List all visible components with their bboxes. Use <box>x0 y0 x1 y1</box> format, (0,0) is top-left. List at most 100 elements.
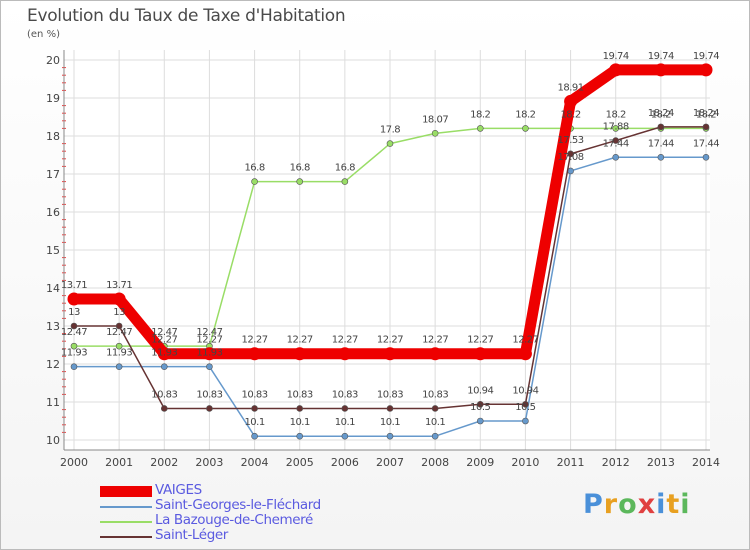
data-point <box>522 417 529 425</box>
data-label: 12.47 <box>196 327 222 338</box>
data-point <box>338 347 352 361</box>
data-label: 16.8 <box>335 163 355 174</box>
legend-label: La Bazouge-de-Chemeré <box>155 512 313 528</box>
data-label: 12.27 <box>512 335 538 346</box>
x-tick-label: 2005 <box>286 456 314 469</box>
data-point <box>699 63 713 77</box>
legend-swatch <box>100 486 152 497</box>
data-point <box>296 178 304 185</box>
data-label: 11.93 <box>151 348 177 359</box>
data-label: 13.71 <box>106 280 132 291</box>
data-label: 10.83 <box>377 389 403 400</box>
data-label: 10.83 <box>332 389 358 400</box>
y-tick-label: 11 <box>46 396 60 409</box>
data-point <box>476 417 484 425</box>
x-tick-label: 2008 <box>421 456 449 469</box>
data-label: 10.83 <box>242 389 268 400</box>
data-label: 12.27 <box>377 335 403 346</box>
legend-label: Saint-Léger <box>155 527 228 543</box>
data-point <box>202 347 216 361</box>
data-label: 10.1 <box>244 417 264 428</box>
data-point <box>428 347 442 361</box>
data-label: 13 <box>113 307 125 318</box>
data-point <box>654 63 668 77</box>
data-label: 12.27 <box>467 335 493 346</box>
data-label: 10.83 <box>422 389 448 400</box>
y-tick-label: 12 <box>46 358 60 371</box>
data-point <box>206 363 213 370</box>
data-label: 17.88 <box>603 122 629 133</box>
legend-swatch <box>100 521 152 523</box>
proxiti-logo: Proxiti <box>583 489 691 520</box>
data-label: 18.24 <box>693 108 719 119</box>
data-label: 10.5 <box>515 402 535 413</box>
data-label: 18.2 <box>470 109 490 120</box>
data-label: 19.74 <box>648 51 674 62</box>
data-label: 16.8 <box>290 163 310 174</box>
data-label: 13 <box>68 307 80 318</box>
data-point <box>206 405 213 412</box>
data-label: 17.53 <box>558 135 584 146</box>
data-point <box>564 94 578 108</box>
y-tick-label: 17 <box>46 168 60 181</box>
data-point <box>612 153 620 161</box>
data-label: 12.27 <box>151 335 177 346</box>
data-label: 10.83 <box>151 389 177 400</box>
data-point <box>612 137 620 144</box>
x-tick-label: 2012 <box>602 456 630 469</box>
data-label: 12.27 <box>287 335 313 346</box>
data-label: 19.74 <box>603 51 629 62</box>
data-label: 10.1 <box>425 417 445 428</box>
x-tick-label: 2009 <box>466 456 494 469</box>
y-tick-label: 13 <box>46 320 60 333</box>
data-point <box>341 432 349 440</box>
data-point <box>296 405 304 412</box>
data-point <box>160 405 168 412</box>
data-point <box>431 432 439 440</box>
data-label: 17.44 <box>603 138 629 149</box>
data-point <box>296 432 304 440</box>
data-point <box>383 347 397 361</box>
data-point <box>115 322 123 330</box>
x-tick-label: 2000 <box>60 456 88 469</box>
data-point <box>522 125 529 132</box>
data-point <box>115 342 123 350</box>
data-point <box>386 432 394 440</box>
y-tick-label: 15 <box>46 244 60 257</box>
chart-title: Evolution du Taux de Taxe d'Habitation <box>27 6 346 26</box>
data-label: 12.27 <box>242 335 268 346</box>
data-label: 18.2 <box>515 109 535 120</box>
data-label: 10.83 <box>196 389 222 400</box>
data-point <box>473 347 487 361</box>
data-point <box>609 63 623 77</box>
data-point <box>160 363 168 370</box>
data-label: 10.1 <box>335 417 355 428</box>
data-point <box>157 347 171 361</box>
y-tick-label: 20 <box>46 54 60 67</box>
x-tick-label: 2013 <box>647 456 675 469</box>
y-tick-label: 19 <box>46 92 60 105</box>
data-label: 17.08 <box>558 152 584 163</box>
x-tick-label: 2004 <box>241 456 269 469</box>
data-label: 18.24 <box>648 108 674 119</box>
data-label: 12.47 <box>151 327 177 338</box>
data-point <box>522 400 529 408</box>
data-label: 18.2 <box>651 109 671 120</box>
x-tick-label: 2014 <box>692 456 720 469</box>
x-tick-label: 2006 <box>331 456 359 469</box>
x-tick-label: 2002 <box>150 456 178 469</box>
data-label: 11.93 <box>196 348 222 359</box>
data-label: 10.94 <box>512 385 538 396</box>
x-tick-label: 2007 <box>376 456 404 469</box>
data-label: 16.8 <box>244 163 264 174</box>
data-label: 18.91 <box>558 82 584 93</box>
data-point <box>567 150 574 158</box>
data-point <box>476 400 484 408</box>
data-point <box>70 342 78 350</box>
data-point <box>67 292 81 306</box>
legend-label: VAIGES <box>155 482 202 498</box>
y-tick-label: 14 <box>46 282 60 295</box>
data-point <box>251 432 258 440</box>
data-label: 12.27 <box>422 335 448 346</box>
